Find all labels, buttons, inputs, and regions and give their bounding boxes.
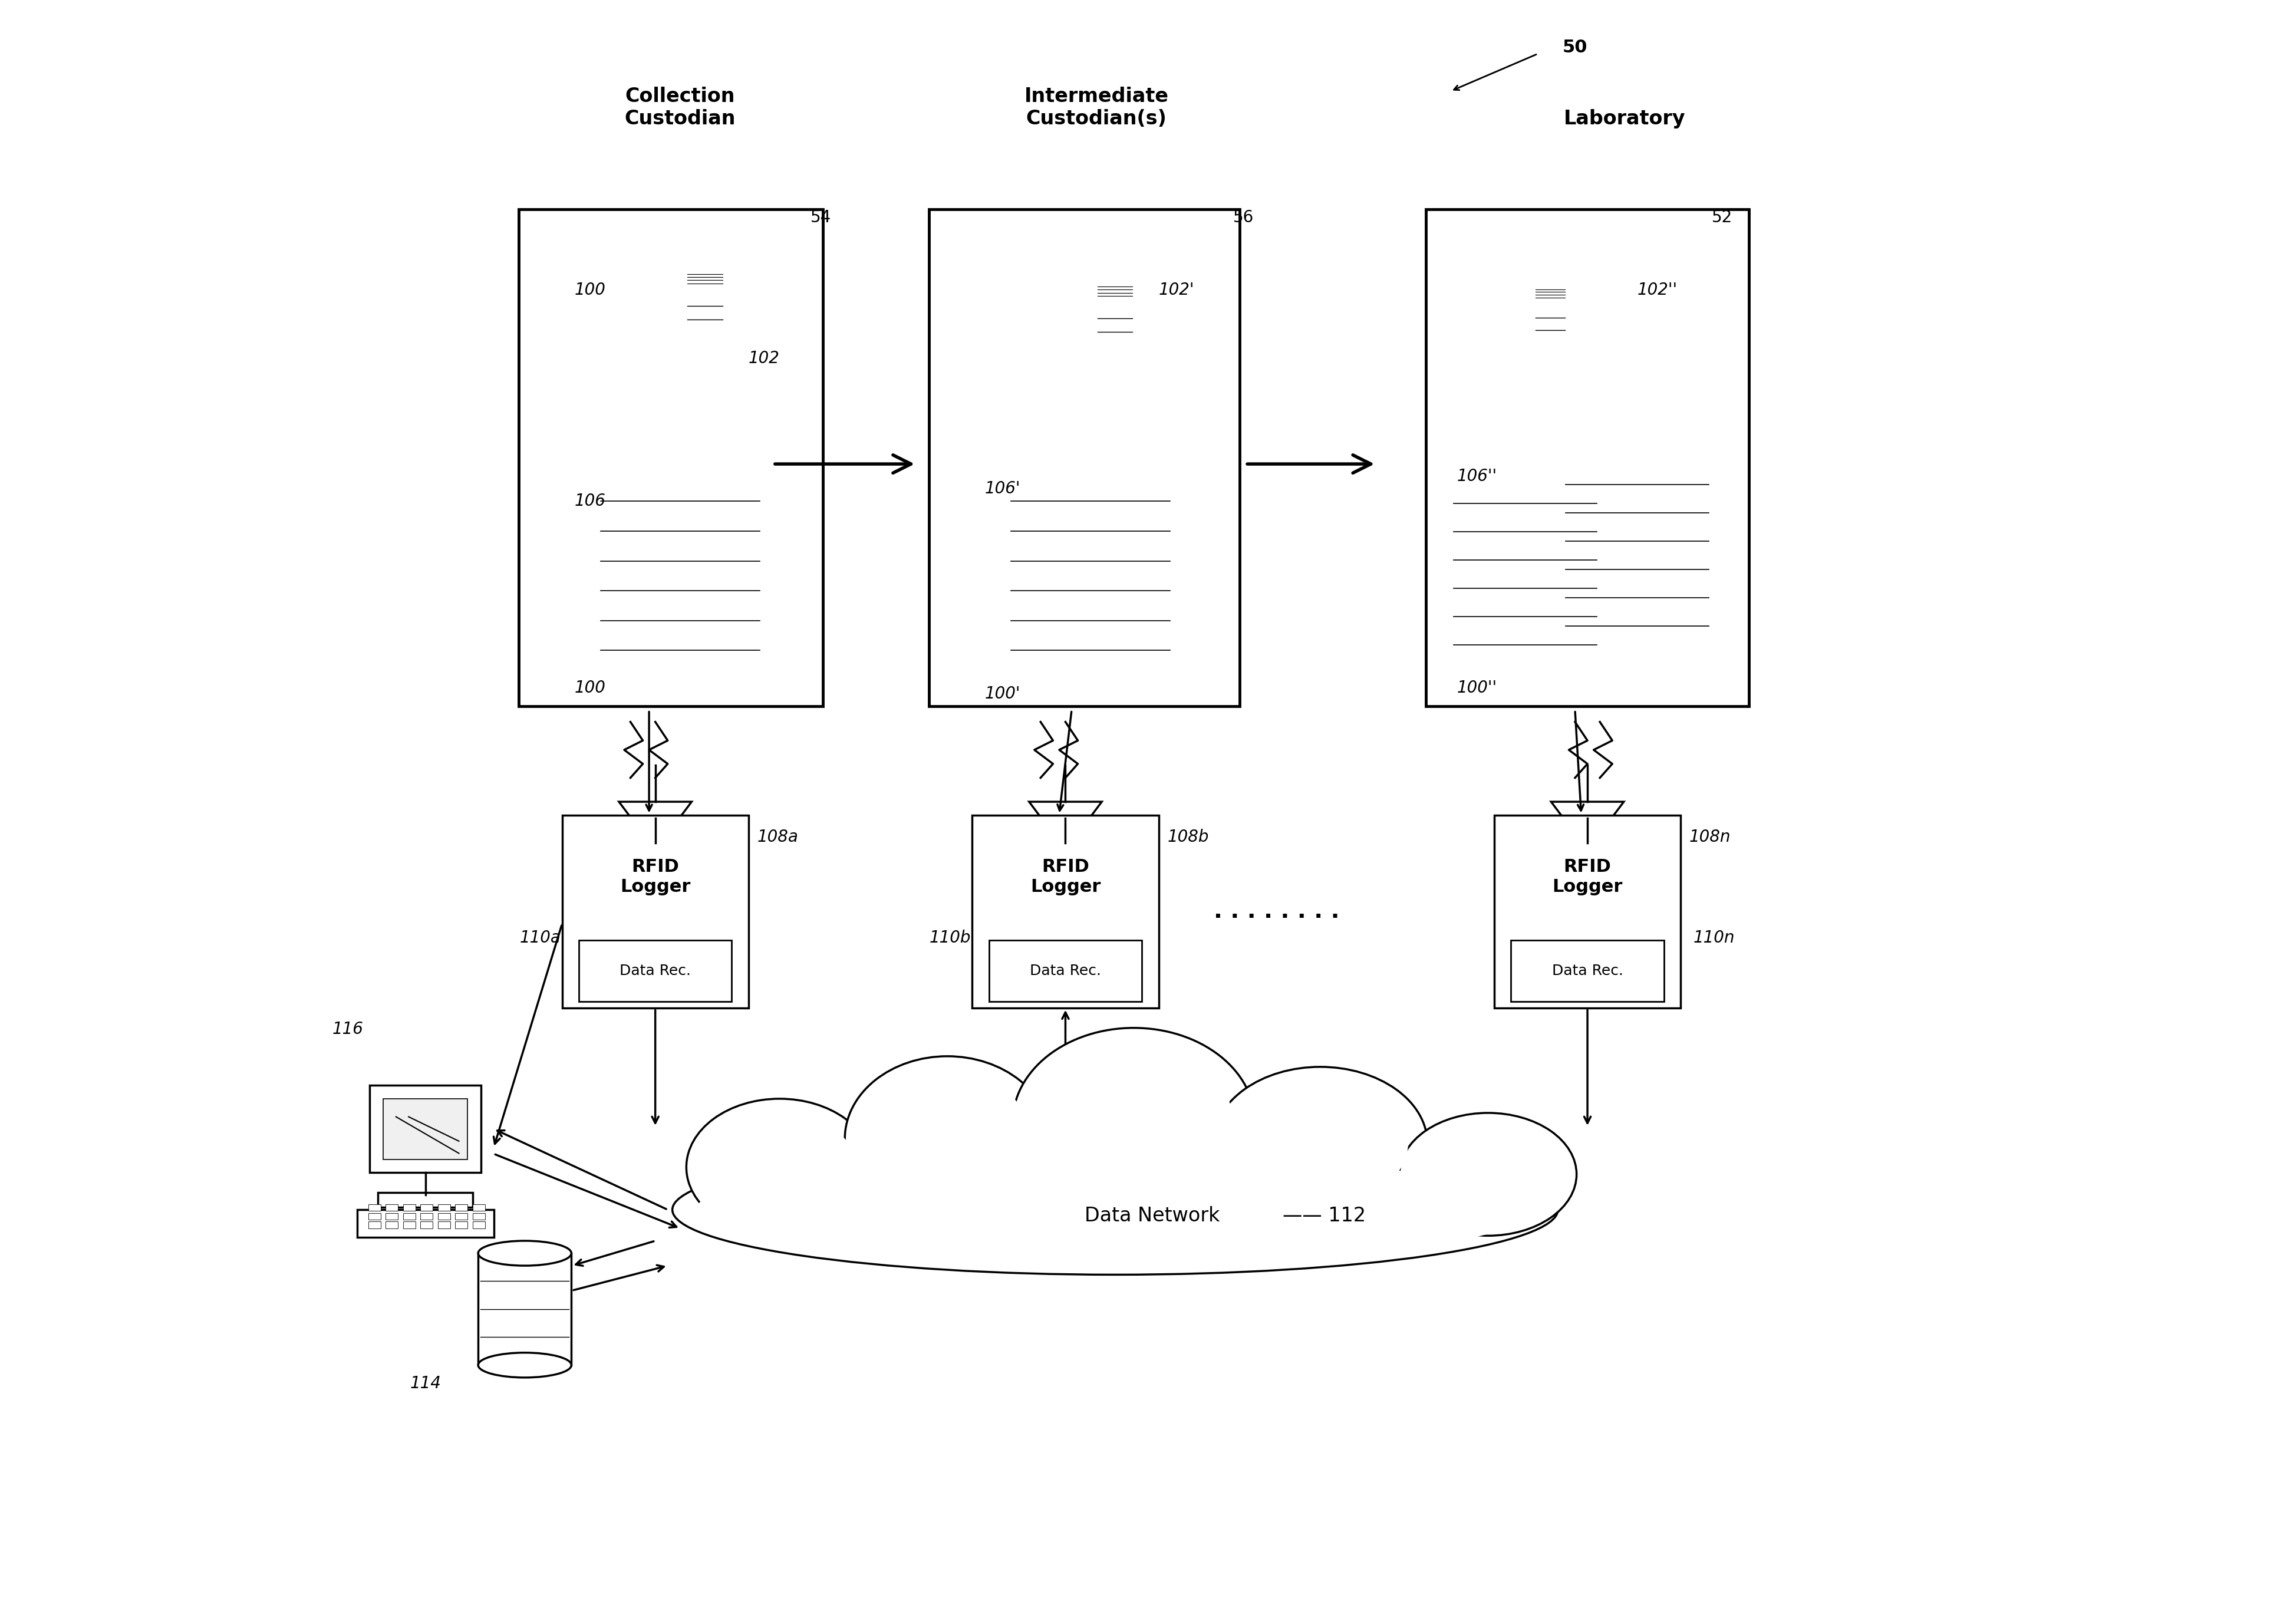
Bar: [518, 209, 823, 706]
Text: RFID
Logger: RFID Logger: [620, 859, 691, 895]
Ellipse shape: [864, 1073, 1031, 1205]
Bar: [1425, 209, 1749, 706]
Bar: [456, 1203, 467, 1212]
Ellipse shape: [695, 1156, 1534, 1263]
Text: 102': 102': [1158, 281, 1195, 299]
Ellipse shape: [846, 1056, 1049, 1221]
Text: 116: 116: [333, 1021, 363, 1038]
Ellipse shape: [1012, 1028, 1254, 1216]
Text: Data Network: Data Network: [1085, 1207, 1220, 1226]
Text: 110b: 110b: [930, 929, 971, 947]
Bar: [472, 1203, 486, 1212]
Ellipse shape: [1416, 1125, 1560, 1223]
Bar: [420, 1203, 433, 1212]
Text: 54: 54: [812, 209, 832, 226]
Bar: [456, 1221, 467, 1228]
Bar: [438, 1203, 449, 1212]
Text: 106'': 106'': [1457, 468, 1498, 484]
Bar: [579, 940, 732, 1002]
Ellipse shape: [673, 1145, 1557, 1275]
Text: 100: 100: [575, 281, 606, 299]
Bar: [369, 1085, 481, 1173]
Bar: [404, 1221, 415, 1228]
Bar: [367, 1221, 381, 1228]
Text: 50: 50: [1562, 39, 1587, 57]
Text: 108a: 108a: [757, 828, 798, 844]
Text: 106: 106: [575, 494, 606, 510]
Ellipse shape: [1231, 1082, 1409, 1205]
Text: 56: 56: [1233, 209, 1254, 226]
Text: 100: 100: [575, 679, 606, 697]
Text: RFID
Logger: RFID Logger: [1031, 859, 1101, 895]
Text: . . . . . . . .: . . . . . . . .: [1213, 900, 1341, 922]
Bar: [1493, 815, 1680, 1009]
Bar: [385, 1213, 399, 1220]
Bar: [1097, 281, 1133, 296]
FancyBboxPatch shape: [1548, 401, 1726, 638]
Text: RFID
Logger: RFID Logger: [1553, 859, 1623, 895]
Bar: [1532, 297, 1569, 346]
Text: 106': 106': [985, 481, 1021, 497]
Text: 52: 52: [1712, 209, 1733, 226]
Ellipse shape: [1213, 1067, 1427, 1220]
Bar: [420, 1221, 433, 1228]
Ellipse shape: [479, 1241, 572, 1265]
Text: 108n: 108n: [1689, 828, 1731, 844]
Text: 102'': 102'': [1637, 281, 1678, 299]
Bar: [420, 1213, 433, 1220]
FancyBboxPatch shape: [992, 414, 1190, 663]
Bar: [367, 1203, 381, 1212]
Text: Collection
Custodian: Collection Custodian: [625, 86, 736, 128]
Bar: [438, 1221, 449, 1228]
Bar: [563, 815, 748, 1009]
Bar: [971, 815, 1158, 1009]
Text: 102: 102: [748, 351, 780, 367]
Text: —— 112: —— 112: [1284, 1207, 1366, 1226]
Bar: [367, 1213, 381, 1220]
Ellipse shape: [1400, 1112, 1575, 1236]
Bar: [1094, 296, 1138, 349]
Text: Data Rec.: Data Rec.: [620, 963, 691, 978]
Bar: [479, 1254, 572, 1366]
Bar: [404, 1213, 415, 1220]
Text: Laboratory: Laboratory: [1564, 109, 1685, 128]
Ellipse shape: [1035, 1047, 1233, 1199]
Text: Data Rec.: Data Rec.: [1553, 963, 1623, 978]
Bar: [472, 1221, 486, 1228]
Bar: [438, 1213, 449, 1220]
Bar: [383, 1098, 467, 1160]
Bar: [1534, 284, 1564, 297]
FancyBboxPatch shape: [1436, 421, 1614, 656]
Text: 100'': 100'': [1457, 679, 1498, 697]
Text: 110a: 110a: [520, 929, 561, 947]
Bar: [928, 209, 1240, 706]
FancyBboxPatch shape: [581, 414, 780, 663]
Text: 100': 100': [985, 685, 1021, 702]
Text: 108b: 108b: [1167, 828, 1208, 844]
Bar: [472, 1213, 486, 1220]
Bar: [385, 1203, 399, 1212]
Text: Intermediate
Custodian(s): Intermediate Custodian(s): [1024, 86, 1170, 128]
Text: 114: 114: [410, 1376, 440, 1392]
Bar: [1512, 940, 1664, 1002]
Bar: [404, 1203, 415, 1212]
Ellipse shape: [702, 1112, 855, 1221]
Bar: [456, 1213, 467, 1220]
Bar: [689, 268, 723, 283]
Bar: [684, 283, 727, 336]
Bar: [358, 1210, 495, 1237]
Text: Data Rec.: Data Rec.: [1031, 963, 1101, 978]
Ellipse shape: [479, 1353, 572, 1377]
Bar: [990, 940, 1142, 1002]
Ellipse shape: [686, 1099, 873, 1236]
Bar: [385, 1221, 399, 1228]
Bar: [378, 1192, 472, 1207]
Text: 110n: 110n: [1694, 929, 1735, 947]
